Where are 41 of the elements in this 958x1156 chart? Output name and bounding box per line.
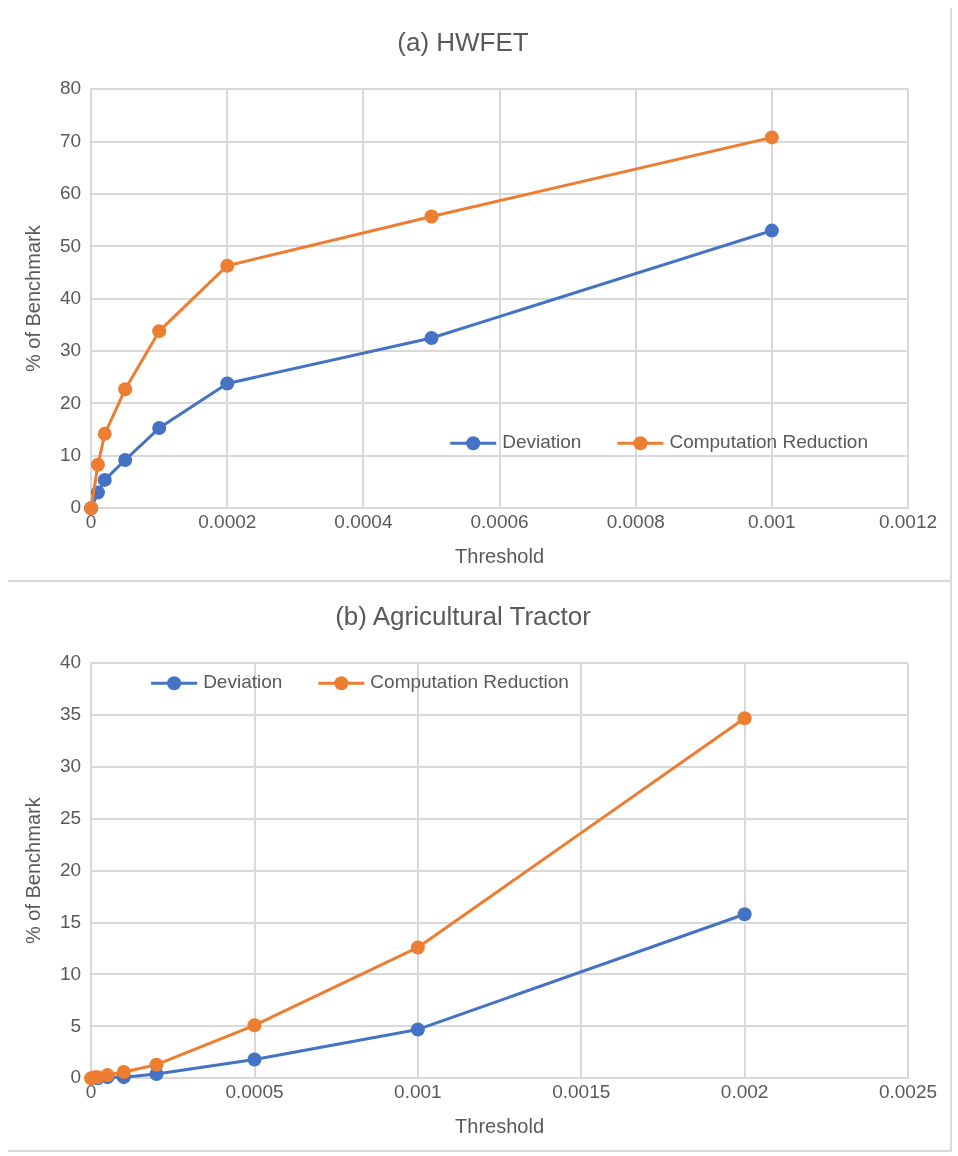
y-tick-label: 30 — [59, 755, 82, 777]
x-tick-label: 0.0015 — [552, 1080, 611, 1102]
y-tick-label: 10 — [59, 962, 82, 984]
legend-label: Computation Reduction — [370, 671, 569, 693]
y-tick-label: 10 — [59, 444, 82, 466]
y-tick-label: 15 — [59, 910, 82, 932]
x-axis-title: Threshold — [455, 544, 545, 567]
y-tick-label: 0 — [70, 496, 82, 518]
y-tick-label: 25 — [59, 807, 82, 829]
legend-label: Deviation — [203, 671, 283, 693]
x-tick-label: 0.0008 — [606, 510, 665, 532]
y-tick-label: 40 — [59, 651, 82, 673]
chart-title: (b) Agricultural Tractor — [335, 600, 592, 631]
x-tick-label: 0.0002 — [198, 510, 257, 532]
x-tick-label: 0.001 — [394, 1080, 442, 1102]
chart-title: (a) HWFET — [397, 26, 529, 57]
x-tick-label: 0.0025 — [878, 1080, 938, 1102]
y-tick-label: 60 — [59, 182, 82, 204]
y-tick-label: 40 — [59, 286, 82, 308]
x-tick-label: 0 — [85, 510, 97, 532]
x-tick-label: 0 — [85, 1080, 97, 1102]
y-tick-label: 30 — [59, 339, 82, 361]
y-tick-label: 50 — [59, 234, 82, 256]
x-tick-label: 0.0004 — [334, 510, 393, 532]
x-tick-label: 0.0006 — [470, 510, 529, 532]
y-tick-label: 0 — [70, 1066, 82, 1088]
y-axis-title: % of Benchmark — [21, 224, 44, 373]
x-axis-title: Threshold — [455, 1114, 545, 1137]
x-tick-label: 0.0012 — [878, 510, 938, 532]
legend-label: Deviation — [502, 431, 582, 453]
y-tick-label: 20 — [59, 391, 82, 413]
y-tick-label: 5 — [70, 1014, 82, 1036]
legend-label: Computation Reduction — [669, 431, 869, 453]
y-tick-label: 80 — [59, 77, 82, 99]
x-tick-label: 0.0005 — [225, 1080, 284, 1102]
y-tick-label: 35 — [59, 703, 82, 725]
y-axis-title: % of Benchmark — [21, 796, 44, 945]
x-tick-label: 0.002 — [720, 1080, 769, 1102]
x-tick-label: 0.001 — [748, 510, 796, 532]
y-tick-label: 20 — [59, 858, 82, 880]
y-tick-label: 70 — [59, 129, 82, 151]
